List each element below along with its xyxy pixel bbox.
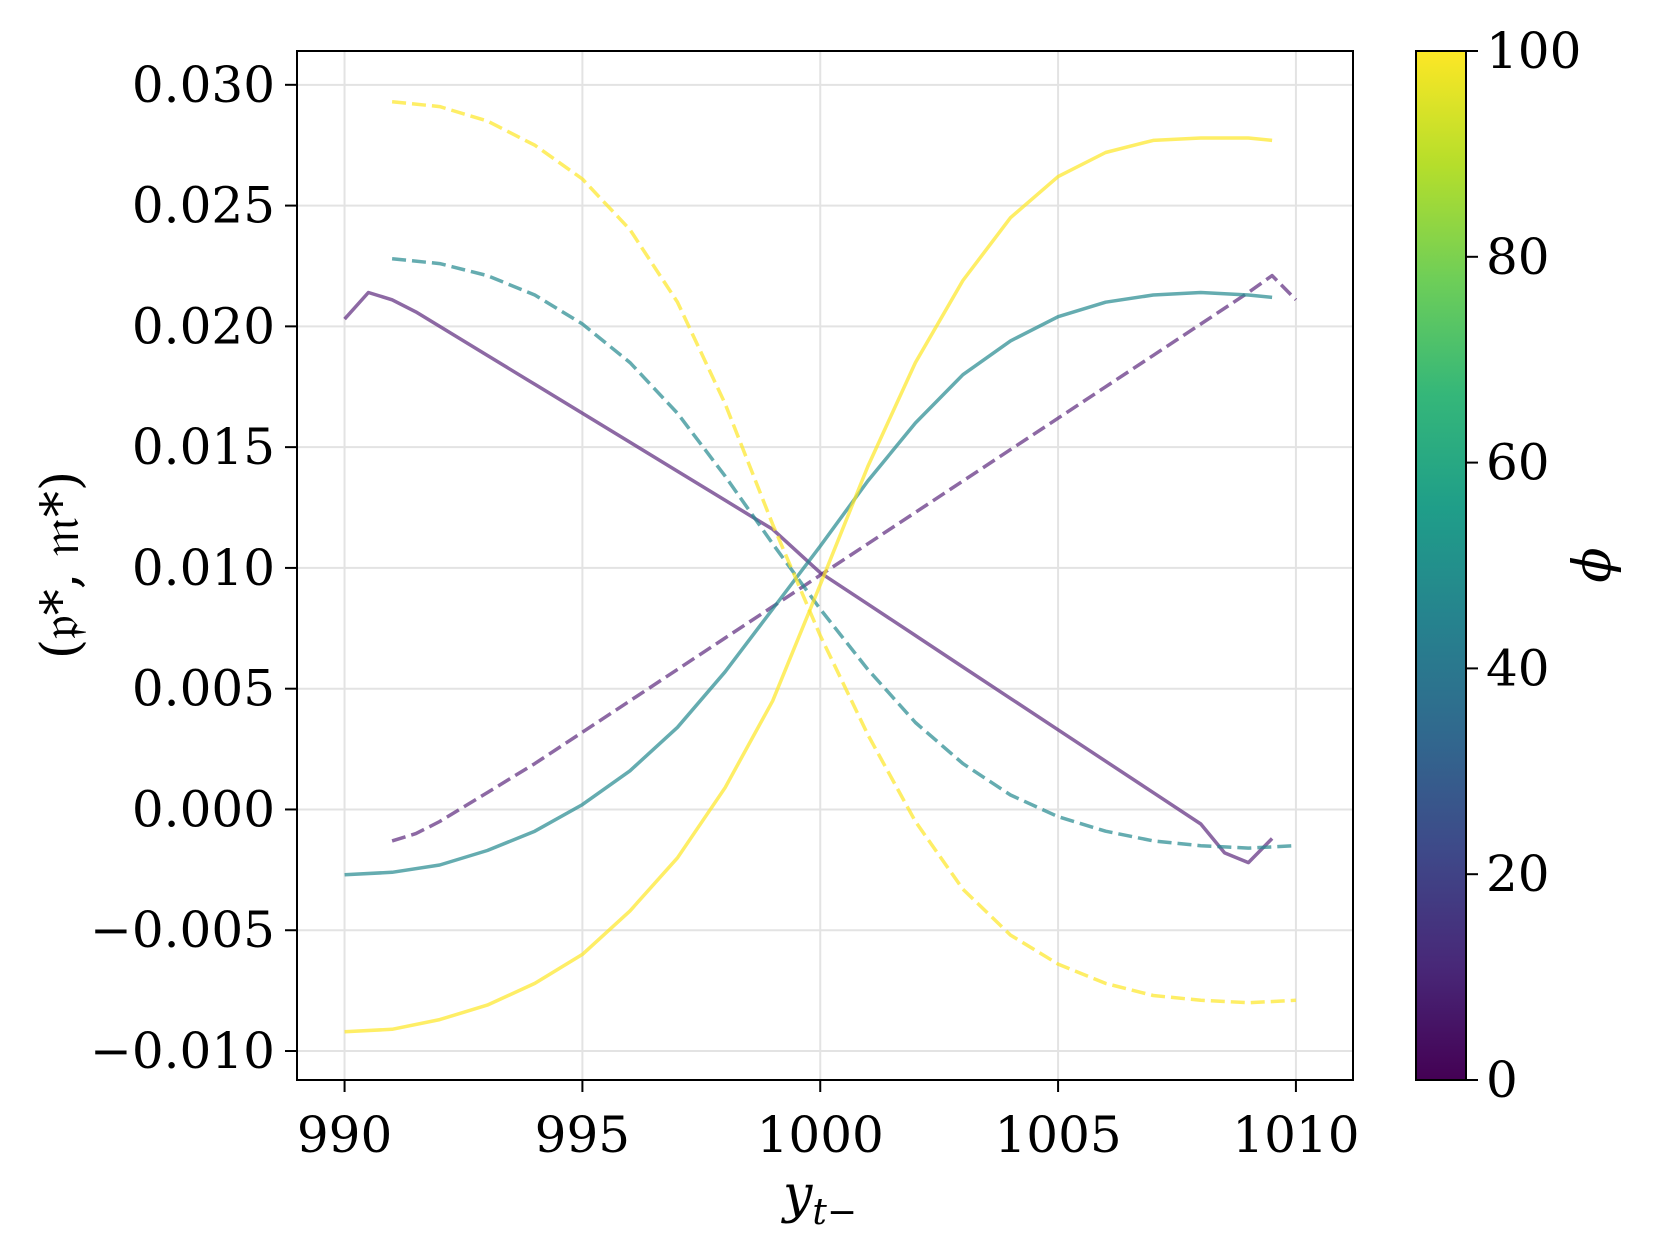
colorbar-ticks: 0 20 40 60 80 100	[1466, 22, 1581, 1109]
x-tick-label: 1000	[757, 1106, 884, 1164]
y-tick-label: 0.030	[132, 56, 275, 114]
y-axis-label: (𝔭*, 𝔪*)	[31, 471, 91, 659]
colorbar-tick-label: 60	[1486, 434, 1550, 492]
colorbar-tick-label: 80	[1486, 228, 1550, 286]
x-tick-label: 1005	[994, 1106, 1121, 1164]
x-tick-label: 990	[297, 1106, 392, 1164]
x-tick-label: 1010	[1232, 1106, 1359, 1164]
x-tick-label: 995	[535, 1106, 630, 1164]
y-tick-label: 0.000	[132, 780, 275, 838]
y-tick-label: 0.010	[132, 539, 275, 597]
y-tick-label: −0.010	[90, 1022, 275, 1080]
plot-frame	[296, 50, 1354, 1081]
y-tick-label: 0.015	[132, 418, 275, 476]
data-series	[343, 99, 1298, 1034]
colorbar-tick-label: 0	[1486, 1051, 1518, 1109]
colorbar-tick-label: 40	[1486, 639, 1550, 697]
series-line-phi-10-solid	[343, 290, 1274, 865]
series-line-phi-100-solid	[344, 136, 1273, 1034]
y-tick-label: 0.005	[132, 660, 275, 718]
y-tick-label: −0.005	[90, 901, 275, 959]
colorbar-tick-label: 100	[1486, 22, 1581, 80]
colorbar	[1415, 50, 1467, 1081]
colorbar-tick-label: 20	[1486, 845, 1550, 903]
x-axis-label: yt−	[781, 1165, 857, 1233]
series-line-phi-10-dashed	[391, 273, 1298, 843]
y-axis-ticks: −0.010 −0.005 0.000 0.005 0.010 0.015 0.020 0.0…	[90, 56, 297, 1080]
colorbar-label: ϕ	[1563, 547, 1623, 582]
x-axis-label-subscript: t−	[812, 1192, 857, 1233]
x-axis-label-main: y	[781, 1165, 813, 1225]
x-axis-ticks: 990 995 1000 1005 1010	[297, 1080, 1360, 1164]
grid-lines	[297, 51, 1353, 1080]
y-tick-label: 0.020	[132, 297, 275, 355]
series-line-phi-50-dashed	[391, 256, 1296, 850]
series-line-phi-100-dashed	[391, 99, 1296, 1005]
y-tick-label: 0.025	[132, 177, 275, 235]
series-line-phi-50-solid	[344, 290, 1273, 877]
